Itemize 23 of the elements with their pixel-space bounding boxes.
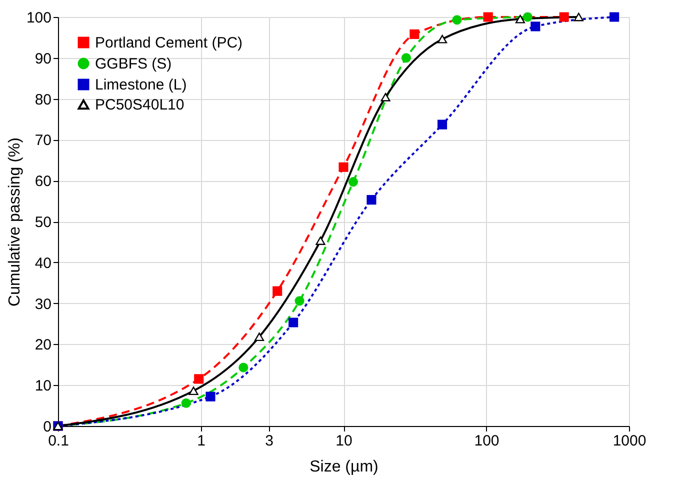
legend-label: GGBFS (S) (95, 56, 172, 72)
y-tick-label: 10 (34, 378, 52, 395)
legend-label: Portland Cement (PC) (95, 34, 243, 52)
y-tick-label: 70 (34, 132, 52, 150)
x-axis-title: Size (µm) (310, 458, 378, 476)
y-tick-label: 20 (34, 336, 52, 354)
y-tick-label: 90 (34, 50, 52, 68)
y-tick-label: 50 (34, 214, 52, 231)
x-tick-label: 100 (474, 432, 500, 450)
x-tick-label: 0.1 (48, 432, 69, 450)
y-tick-label: 30 (34, 296, 52, 313)
x-tick-label: 3 (265, 432, 274, 450)
legend-label: Limestone (L) (95, 76, 187, 94)
y-tick-label: 100 (26, 10, 52, 26)
x-tick-label: 10 (336, 432, 352, 450)
y-tick-label: 0 (43, 418, 52, 436)
x-tick-label: 1 (197, 432, 206, 450)
legend-label: PC50S40L10 (95, 96, 184, 114)
y-tick-label: 60 (34, 173, 52, 190)
y-tick-label: 80 (34, 91, 52, 108)
x-tick-label: 1000 (612, 432, 646, 450)
y-tick-label: 40 (34, 254, 52, 272)
y-axis-title: Cumulative passing (%) (6, 138, 24, 306)
